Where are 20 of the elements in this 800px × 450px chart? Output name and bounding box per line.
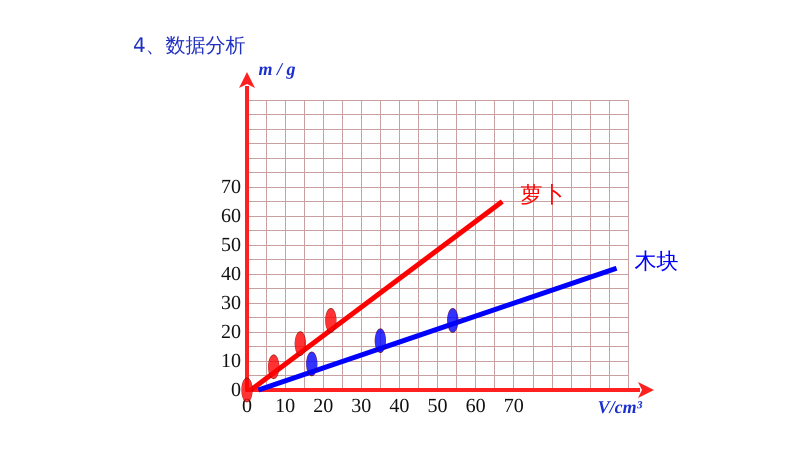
x-tick-label: 40 (389, 395, 410, 417)
y-tick-label: 70 (221, 176, 241, 198)
y-axis-title: m / g (258, 59, 296, 79)
series-label: 萝卜 (520, 183, 564, 208)
x-tick-label: 10 (275, 395, 296, 417)
y-tick-label: 20 (221, 321, 241, 343)
y-tick-label: 40 (221, 263, 241, 285)
x-axis-title: V/cm³ (598, 397, 643, 417)
y-tick-label: 30 (221, 292, 241, 314)
chart-title: 4、数据分析 (133, 33, 246, 57)
y-tick-label: 10 (221, 350, 241, 372)
series-label: 木块 (634, 250, 679, 275)
x-tick-label: 20 (313, 395, 334, 417)
y-tick-label: 0 (231, 379, 241, 401)
x-tick-label: 70 (504, 395, 524, 417)
x-tick-label: 60 (466, 395, 486, 417)
x-tick-label: 30 (351, 395, 372, 417)
y-tick-label: 60 (221, 205, 241, 227)
y-tick-label: 50 (221, 234, 241, 256)
x-tick-label: 50 (428, 395, 448, 417)
